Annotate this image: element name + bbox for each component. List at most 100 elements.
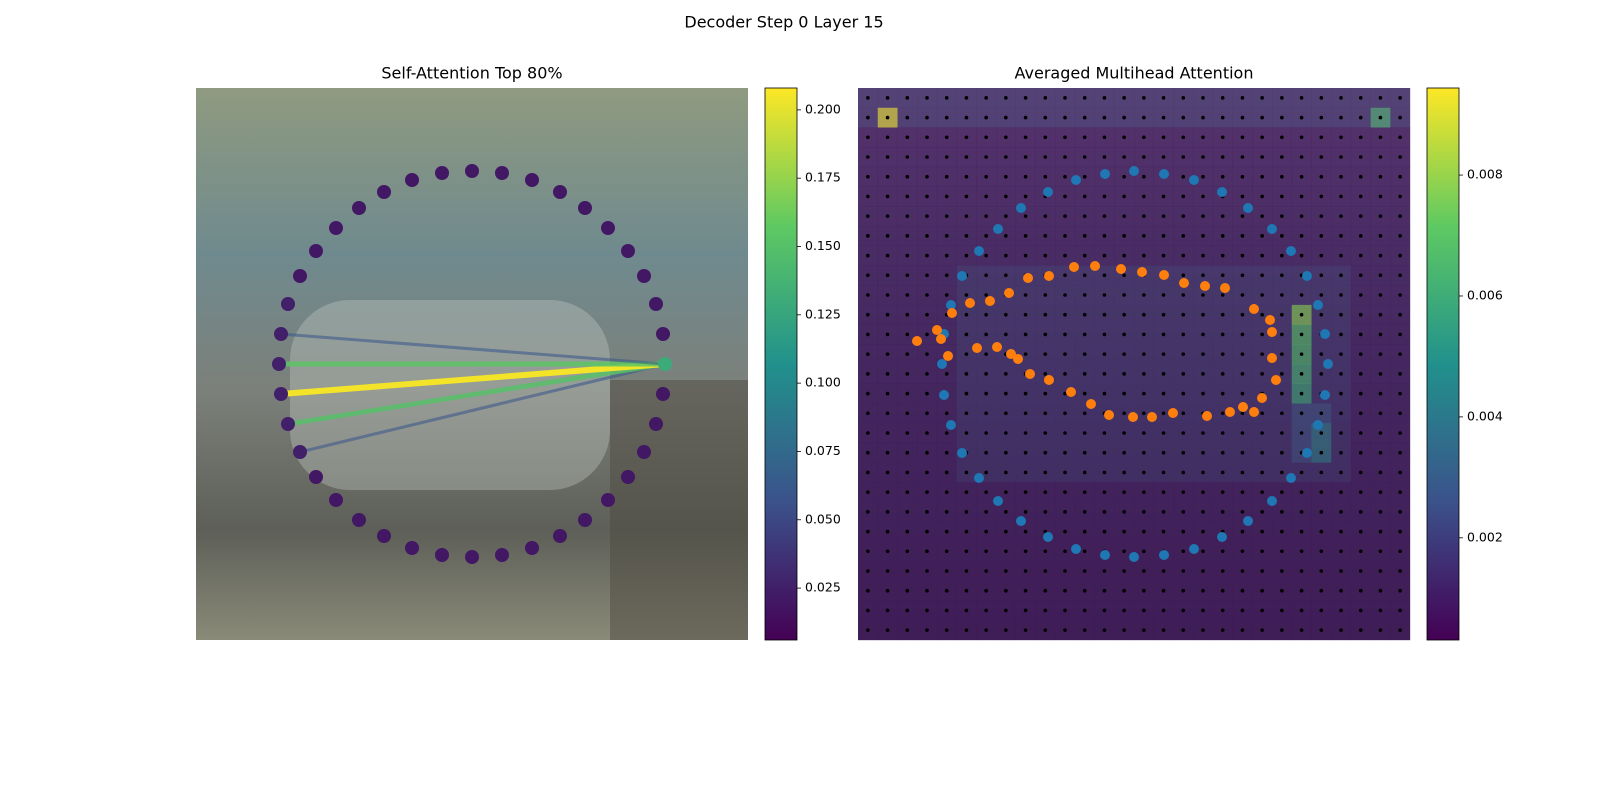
grid-dot xyxy=(1102,115,1107,120)
grid-dot xyxy=(866,115,870,120)
grid-dot xyxy=(1299,174,1304,179)
grid-dot xyxy=(1299,490,1304,494)
grid-dot xyxy=(1043,608,1048,613)
grid-dot xyxy=(984,431,988,435)
grid-dot xyxy=(885,529,890,534)
grid-dot xyxy=(984,549,988,554)
grid-dot xyxy=(1122,332,1126,337)
point xyxy=(649,417,663,431)
grid-dot xyxy=(1142,96,1146,100)
grid-dot xyxy=(1043,431,1048,435)
grid-dot xyxy=(1220,293,1225,297)
grid-dot xyxy=(1240,332,1245,337)
grid-dot xyxy=(1122,628,1126,632)
grid-dot xyxy=(1220,312,1225,317)
grid-dot xyxy=(1082,194,1087,199)
grid-dot xyxy=(905,470,910,475)
point xyxy=(1286,473,1296,483)
grid-dot xyxy=(1181,253,1186,258)
figure-title: Decoder Step 0 Layer 15 xyxy=(684,13,883,32)
point xyxy=(656,327,670,341)
grid-dot xyxy=(1082,470,1087,475)
grid-dot xyxy=(1319,608,1324,613)
grid-dot xyxy=(964,470,969,475)
grid-dot xyxy=(1220,588,1225,593)
grid-dot xyxy=(1181,372,1186,376)
point xyxy=(1044,375,1054,385)
grid-dot xyxy=(1063,273,1067,278)
grid-dot xyxy=(1201,569,1205,573)
grid-dot xyxy=(885,155,890,159)
grid-dot xyxy=(1004,431,1008,435)
grid-dot xyxy=(905,450,910,455)
point xyxy=(1249,407,1259,417)
grid-dot xyxy=(866,332,870,337)
grid-dot xyxy=(1063,588,1067,593)
grid-dot xyxy=(1181,411,1186,416)
grid-dot xyxy=(1339,470,1343,475)
grid-dot xyxy=(984,332,988,337)
point xyxy=(1066,387,1076,397)
point xyxy=(352,201,366,215)
grid-dot xyxy=(944,628,949,632)
grid-dot xyxy=(866,470,870,475)
grid-dot xyxy=(1378,588,1383,593)
point xyxy=(1271,375,1281,385)
grid-dot xyxy=(1082,214,1087,218)
grid-dot xyxy=(1102,569,1107,573)
grid-dot xyxy=(964,608,969,613)
grid-dot xyxy=(1161,450,1166,455)
grid-dot xyxy=(1260,372,1264,376)
colorbar-tick-label: 0.175 xyxy=(805,170,841,185)
grid-dot xyxy=(1358,431,1363,435)
grid-dot xyxy=(1201,194,1205,199)
grid-dot xyxy=(1240,372,1245,376)
grid-dot xyxy=(1240,234,1245,238)
grid-dot xyxy=(1201,588,1205,593)
grid-dot xyxy=(1319,510,1324,514)
colorbar-tick-label: 0.025 xyxy=(805,580,841,595)
point xyxy=(1100,550,1110,560)
grid-dot xyxy=(964,510,969,514)
grid-dot xyxy=(1082,608,1087,613)
grid-dot xyxy=(1339,96,1343,100)
grid-dot xyxy=(964,529,969,534)
grid-dot xyxy=(1220,372,1225,376)
grid-dot xyxy=(1082,549,1087,554)
grid-dot xyxy=(925,273,929,278)
grid-dot xyxy=(1398,273,1402,278)
grid-dot xyxy=(1063,194,1067,199)
grid-dot xyxy=(1358,155,1363,159)
grid-dot xyxy=(1299,312,1304,317)
grid-dot xyxy=(1398,569,1402,573)
grid-dot xyxy=(1339,234,1343,238)
point xyxy=(1137,267,1147,277)
grid-dot xyxy=(1181,155,1186,159)
grid-dot xyxy=(1023,628,1028,632)
grid-dot xyxy=(1358,352,1363,356)
grid-dot xyxy=(1220,96,1225,100)
grid-dot xyxy=(1339,293,1343,297)
grid-dot xyxy=(1082,569,1087,573)
grid-dot xyxy=(1102,431,1107,435)
grid-dot xyxy=(1280,608,1284,613)
point xyxy=(1023,273,1033,283)
grid-dot xyxy=(1260,431,1264,435)
grid-dot xyxy=(1358,529,1363,534)
grid-dot xyxy=(1260,588,1264,593)
grid-dot xyxy=(1004,312,1008,317)
grid-dot xyxy=(1220,174,1225,179)
grid-dot xyxy=(1240,214,1245,218)
grid-dot xyxy=(1004,372,1008,376)
point xyxy=(649,297,663,311)
grid-dot xyxy=(866,273,870,278)
grid-dot xyxy=(1260,273,1264,278)
grid-dot xyxy=(1082,293,1087,297)
grid-dot xyxy=(1398,214,1402,218)
grid-dot xyxy=(1339,588,1343,593)
grid-dot xyxy=(1142,174,1146,179)
grid-dot xyxy=(1043,293,1048,297)
grid-dot xyxy=(1260,253,1264,258)
grid-dot xyxy=(1161,490,1166,494)
grid-dot xyxy=(1299,135,1304,140)
